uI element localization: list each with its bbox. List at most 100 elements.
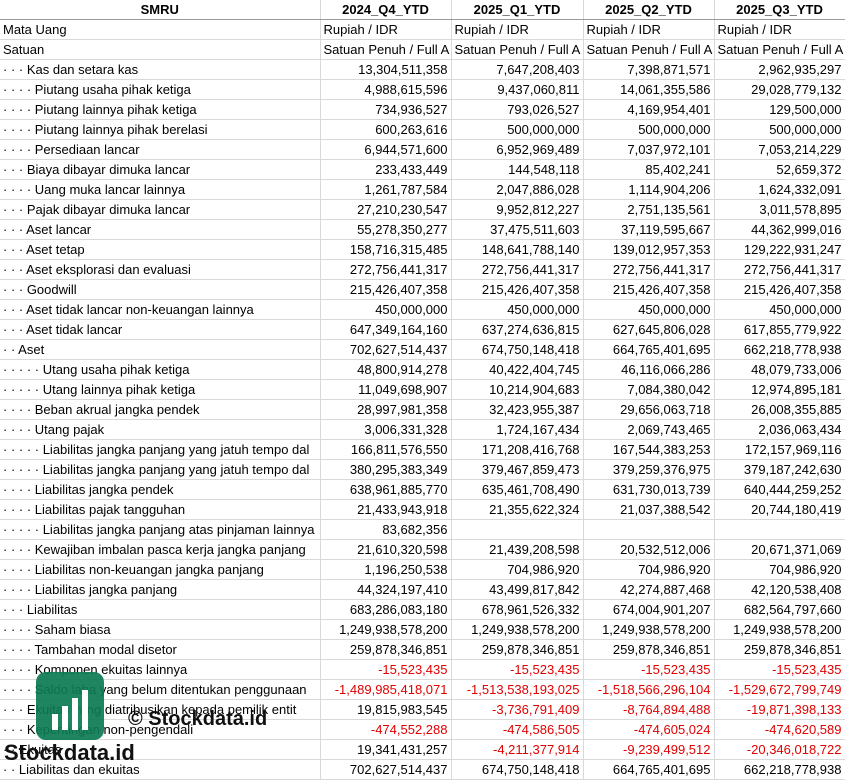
table-row: · · · Aset tidak lancar non-keuangan lai…	[0, 299, 845, 320]
value-cell: 21,439,208,598	[451, 539, 584, 560]
value-cell: 500,000,000	[583, 119, 715, 140]
value-cell: 1,624,332,091	[714, 179, 845, 200]
row-label: · · · Kas dan setara kas	[0, 59, 321, 80]
row-label: Satuan	[0, 39, 321, 60]
row-label: · · · · Piutang lainnya pihak ketiga	[0, 99, 321, 120]
table-row: · · · · · Utang lainnya pihak ketiga 11,0…	[0, 379, 845, 400]
row-label: · · · · Piutang lainnya pihak berelasi	[0, 119, 321, 140]
table-row: · · · · Beban akrual jangka pendek 28,997…	[0, 399, 845, 420]
table-row: · · · Aset eksplorasi dan evaluasi 272,75…	[0, 259, 845, 280]
value-cell: 2,751,135,561	[583, 199, 715, 220]
value-cell: -15,523,435	[320, 659, 452, 680]
row-label: · · · · Kewajiban imbalan pasca kerja ja…	[0, 539, 321, 560]
table-row: · · · · Liabilitas jangka panjang 44,324,…	[0, 579, 845, 600]
value-cell: 148,641,788,140	[451, 239, 584, 260]
value-cell: 1,249,938,578,200	[451, 619, 584, 640]
value-cell: 1,724,167,434	[451, 419, 584, 440]
value-cell: 3,011,578,895	[714, 199, 845, 220]
row-label: · · · · Komponen ekuitas lainnya	[0, 659, 321, 680]
row-label: · · · Aset lancar	[0, 219, 321, 240]
value-cell: 10,214,904,683	[451, 379, 584, 400]
value-cell: 40,422,404,745	[451, 359, 584, 380]
value-cell: 46,116,066,286	[583, 359, 715, 380]
value-cell: 704,986,920	[451, 559, 584, 580]
value-cell: 664,765,401,695	[583, 339, 715, 360]
table-row: · · · · Piutang usaha pihak ketiga 4,988,…	[0, 79, 845, 100]
value-cell: Rupiah / IDR	[320, 19, 452, 40]
table-row: · · Liabilitas dan ekuitas 702,627,514,43…	[0, 759, 845, 780]
value-cell: 83,682,356	[320, 519, 452, 540]
row-label: · · · Goodwill	[0, 279, 321, 300]
value-cell: -474,552,288	[320, 719, 452, 740]
row-label: · · · · Liabilitas jangka pendek	[0, 479, 321, 500]
value-cell: 259,878,346,851	[320, 639, 452, 660]
value-cell: 52,659,372	[714, 159, 845, 180]
value-cell: 272,756,441,317	[714, 259, 845, 280]
value-cell: 171,208,416,768	[451, 439, 584, 460]
value-cell: 27,210,230,547	[320, 199, 452, 220]
value-cell: -474,605,024	[583, 719, 715, 740]
value-cell: -15,523,435	[583, 659, 715, 680]
value-cell: Rupiah / IDR	[451, 19, 584, 40]
value-cell: 683,286,083,180	[320, 599, 452, 620]
value-cell: 21,037,388,542	[583, 499, 715, 520]
value-cell: 678,961,526,332	[451, 599, 584, 620]
row-label: · · · Liabilitas	[0, 599, 321, 620]
header-cell: 2025_Q2_YTD	[583, 0, 715, 20]
value-cell: 272,756,441,317	[451, 259, 584, 280]
table-row: · · · · Saham biasa 1,249,938,578,200 1,24…	[0, 619, 845, 640]
value-cell: 631,730,013,739	[583, 479, 715, 500]
value-cell: 42,120,538,408	[714, 579, 845, 600]
value-cell: 7,037,972,101	[583, 139, 715, 160]
value-cell: 139,012,957,353	[583, 239, 715, 260]
value-cell: 11,049,698,907	[320, 379, 452, 400]
value-cell: 28,997,981,358	[320, 399, 452, 420]
table-row: · · Ekuitas 19,341,431,257 -4,211,377,914-…	[0, 739, 845, 760]
value-cell: 4,169,954,401	[583, 99, 715, 120]
value-cell: 29,656,063,718	[583, 399, 715, 420]
value-cell: 627,645,806,028	[583, 319, 715, 340]
value-cell: Rupiah / IDR	[583, 19, 715, 40]
value-cell: 259,878,346,851	[583, 639, 715, 660]
row-label: · · Ekuitas	[0, 739, 321, 760]
row-label: · · · · Liabilitas jangka panjang	[0, 579, 321, 600]
value-cell: 380,295,383,349	[320, 459, 452, 480]
value-cell: 647,349,164,160	[320, 319, 452, 340]
table-row: · · · · Saldo laba yang belum ditentukan…	[0, 679, 845, 700]
row-label: · · · · · Liabilitas jangka panjang yang…	[0, 459, 321, 480]
value-cell: -1,513,538,193,025	[451, 679, 584, 700]
value-cell: 379,259,376,975	[583, 459, 715, 480]
table-row: · · · Aset tetap 158,716,315,485 148,641,7…	[0, 239, 845, 260]
value-cell: 172,157,969,116	[714, 439, 845, 460]
value-cell: Satuan Penuh / Full A	[714, 39, 845, 60]
value-cell: 215,426,407,358	[583, 279, 715, 300]
value-cell: 635,461,708,490	[451, 479, 584, 500]
table-row: · · · · Kewajiban imbalan pasca kerja ja…	[0, 539, 845, 560]
value-cell: -1,518,566,296,104	[583, 679, 715, 700]
table-row: · · · · Liabilitas pajak tangguhan 21,433…	[0, 499, 845, 520]
value-cell	[714, 519, 845, 540]
value-cell: 167,544,383,253	[583, 439, 715, 460]
value-cell: -19,871,398,133	[714, 699, 845, 720]
value-cell: 450,000,000	[583, 299, 715, 320]
table-row: · · · · Liabilitas jangka pendek 638,961,…	[0, 479, 845, 500]
value-cell: 19,815,983,545	[320, 699, 452, 720]
value-cell: 2,047,886,028	[451, 179, 584, 200]
row-label: · · · Kepentingan non-pengendali	[0, 719, 321, 740]
table-row: · · · Liabilitas 683,286,083,180 678,961,5…	[0, 599, 845, 620]
row-label: · · · Aset tidak lancar	[0, 319, 321, 340]
value-cell: 259,878,346,851	[451, 639, 584, 660]
row-label: · · · Aset eksplorasi dan evaluasi	[0, 259, 321, 280]
value-cell: 379,467,859,473	[451, 459, 584, 480]
value-cell: 158,716,315,485	[320, 239, 452, 260]
table-row: · · · · Liabilitas non-keuangan jangka p…	[0, 559, 845, 580]
value-cell: 44,324,197,410	[320, 579, 452, 600]
value-cell: 215,426,407,358	[451, 279, 584, 300]
value-cell: -3,736,791,409	[451, 699, 584, 720]
value-cell: 1,249,938,578,200	[714, 619, 845, 640]
value-cell: 14,061,355,586	[583, 79, 715, 100]
value-cell: 12,974,895,181	[714, 379, 845, 400]
value-cell: 2,069,743,465	[583, 419, 715, 440]
value-cell: 19,341,431,257	[320, 739, 452, 760]
value-cell: 4,988,615,596	[320, 79, 452, 100]
